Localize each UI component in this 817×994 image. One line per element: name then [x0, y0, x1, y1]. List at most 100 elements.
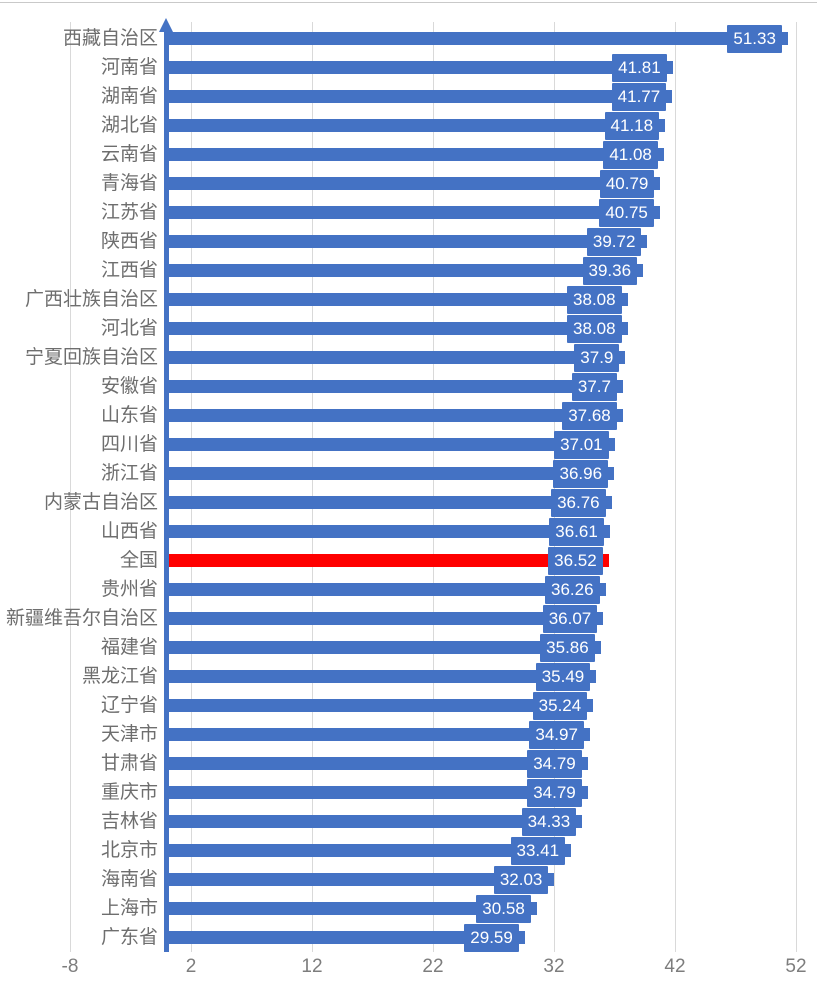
value-label: 36.76: [551, 488, 606, 517]
gridline: [674, 22, 676, 952]
bar: [166, 438, 615, 451]
bar: [166, 815, 583, 828]
category-label: 浙江省: [100, 462, 158, 484]
bar: [166, 496, 612, 509]
value-label: 36.61: [549, 517, 604, 546]
value-label: 34.33: [521, 807, 577, 836]
bar: [166, 90, 673, 103]
value-label: 41.08: [603, 140, 658, 169]
bar: [166, 177, 661, 190]
category-label: 新疆维吾尔自治区: [5, 607, 158, 629]
value-label: 51.33: [727, 24, 782, 53]
chart-top-border: [0, 2, 817, 3]
bar: [166, 32, 788, 45]
bar: [166, 612, 604, 625]
value-label: 34.97: [529, 720, 584, 749]
value-label: 41.81: [612, 53, 667, 82]
x-axis-tick-label: 32: [543, 956, 565, 977]
value-label: 36.96: [553, 459, 609, 488]
category-label: 河北省: [100, 317, 158, 339]
value-label: 29.59: [464, 923, 519, 952]
value-label: 35.24: [532, 691, 588, 720]
category-label: 上海市: [100, 897, 158, 919]
bar: [166, 264, 644, 277]
category-label: 湖南省: [100, 85, 158, 107]
category-label: 湖北省: [100, 114, 158, 136]
value-label: 35.86: [540, 633, 595, 662]
value-label: 40.79: [599, 169, 655, 198]
value-label: 39.72: [586, 227, 642, 256]
category-label: 重庆市: [100, 781, 158, 803]
axis-arrow-up-icon: [159, 18, 174, 32]
bar: [166, 670, 597, 683]
value-label: 36.07: [542, 604, 598, 633]
x-axis-tick-label: 22: [422, 956, 444, 977]
bar: [166, 873, 555, 886]
category-label: 辽宁省: [100, 694, 158, 716]
value-label: 39.36: [582, 256, 638, 285]
value-label: 37.9: [574, 343, 620, 372]
x-axis-tick-label: 42: [664, 956, 686, 977]
value-label: 37.68: [562, 401, 617, 430]
bar-highlighted: [166, 554, 609, 567]
value-label: 33.41: [510, 836, 566, 865]
category-label: 全国: [119, 549, 158, 571]
x-axis-tick-label: 2: [185, 956, 197, 977]
category-label: 广西壮族自治区: [24, 288, 158, 310]
category-label: 江西省: [100, 259, 158, 281]
value-label: 38.08: [567, 314, 622, 343]
category-label: 河南省: [100, 56, 158, 78]
bar: [166, 931, 525, 944]
bar: [166, 757, 588, 770]
bar: [166, 351, 626, 364]
bar: [166, 583, 606, 596]
category-label: 山东省: [100, 404, 158, 426]
category-label: 江苏省: [100, 201, 158, 223]
category-label: 天津市: [100, 723, 158, 745]
category-label: 宁夏回族自治区: [24, 346, 158, 368]
bar: [166, 902, 537, 915]
category-label: 山西省: [100, 520, 158, 542]
category-label: 青海省: [100, 172, 158, 194]
bar: [166, 322, 628, 335]
bar: [166, 467, 614, 480]
gridline: [795, 22, 797, 952]
gridline: [69, 22, 71, 952]
x-axis-tick-label: 12: [301, 956, 323, 977]
category-label: 吉林省: [100, 810, 158, 832]
bar: [166, 119, 666, 132]
x-axis-tick-label: -8: [61, 956, 79, 977]
bar: [166, 844, 572, 857]
category-label: 海南省: [100, 868, 158, 890]
value-label: 32.03: [493, 865, 549, 894]
category-label: 安徽省: [100, 375, 158, 397]
y-axis-line: [163, 28, 169, 952]
category-label: 广东省: [100, 926, 158, 948]
value-label: 34.79: [527, 749, 582, 778]
category-label: 贵州省: [100, 578, 158, 600]
value-label: 40.75: [599, 198, 654, 227]
bar: [166, 786, 588, 799]
category-label: 内蒙古自治区: [43, 491, 158, 513]
value-label: 37.01: [554, 430, 609, 459]
x-axis-tick-label: 52: [785, 956, 807, 977]
category-label: 北京市: [100, 839, 158, 861]
bar: [166, 380, 623, 393]
bar: [166, 148, 664, 161]
value-label: 37.7: [571, 372, 617, 401]
bar: [166, 641, 601, 654]
value-label: 38.08: [567, 285, 622, 314]
bar: [166, 525, 610, 538]
bar: [166, 409, 623, 422]
gridline: [311, 22, 313, 952]
category-label: 云南省: [100, 143, 158, 165]
category-label: 四川省: [100, 433, 158, 455]
gridline: [432, 22, 434, 952]
value-label: 41.18: [604, 111, 660, 140]
bar: [166, 61, 673, 74]
bar: [166, 235, 648, 248]
value-label: 36.52: [548, 546, 603, 575]
gridline: [190, 22, 192, 952]
category-label: 甘肃省: [100, 752, 158, 774]
